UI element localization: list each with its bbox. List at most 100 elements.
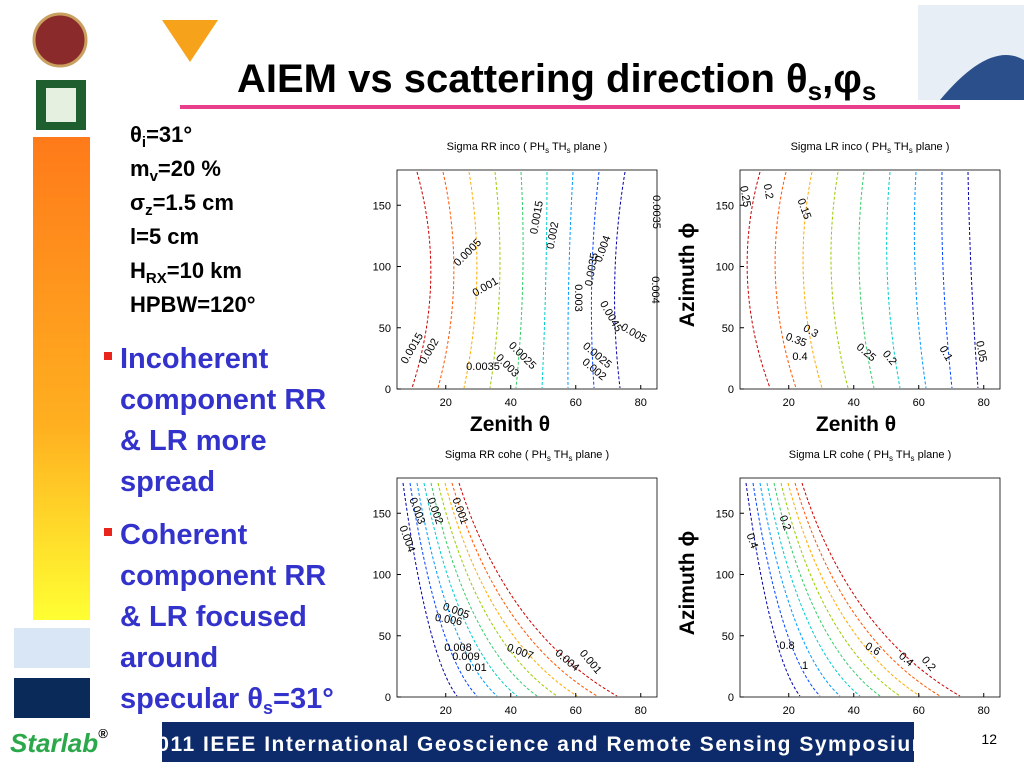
parameter: HRX=10 km xyxy=(130,258,242,287)
contour-line xyxy=(567,171,574,389)
title-sub: s xyxy=(808,76,822,106)
bullet-line: Incoherent xyxy=(120,343,269,375)
contour-label: 0.2 xyxy=(777,514,794,532)
x-tick-label: 60 xyxy=(570,705,582,717)
y-tick-label: 0 xyxy=(385,692,391,704)
contour-line xyxy=(515,171,524,389)
contour-line xyxy=(437,482,558,697)
footer-band xyxy=(162,722,914,762)
contour-line xyxy=(411,171,432,389)
contour-line xyxy=(858,171,875,389)
footer-banner: 2011 IEEE International Geoscience and R… xyxy=(144,733,932,756)
contour-line xyxy=(830,171,849,389)
parameter: mv=20 % xyxy=(130,156,221,185)
contour-line xyxy=(416,482,498,697)
logo-ifac xyxy=(14,628,90,668)
title-sub: s xyxy=(862,76,876,106)
plot-title-part: TH xyxy=(891,141,909,153)
x-tick-label: 20 xyxy=(440,397,452,409)
plot-title-part: Sigma LR cohe ( PH xyxy=(789,449,889,461)
contour-line xyxy=(402,482,458,697)
y-tick-label: 50 xyxy=(379,323,391,335)
contour-label: 0.004 xyxy=(649,276,661,304)
parameter: σz=1.5 cm xyxy=(130,190,234,219)
bullet-line: & LR more xyxy=(120,425,267,457)
contour-line xyxy=(774,171,797,389)
plot-frame xyxy=(396,477,658,698)
contour-label: 0.4 xyxy=(744,532,761,550)
bullet-line: component RR xyxy=(120,560,326,592)
y-tick-label: 100 xyxy=(716,570,734,582)
contour-label: 0.2 xyxy=(761,183,775,200)
contour-label: 0.0015 xyxy=(528,200,546,235)
plot-title-part: Sigma RR cohe ( PH xyxy=(445,449,547,461)
param-symbol: m xyxy=(130,156,150,181)
contour-line xyxy=(430,482,538,697)
contour-label: 0.003 xyxy=(572,284,584,312)
contour-line xyxy=(780,482,901,697)
logo-u-inner xyxy=(46,88,76,122)
contour-line xyxy=(444,482,578,697)
bullet-line: & LR focused xyxy=(120,601,307,633)
bullet-marker xyxy=(104,528,112,536)
bullet-line: around xyxy=(120,642,218,674)
param-symbol: H xyxy=(130,258,146,283)
x-tick-label: 20 xyxy=(783,397,795,409)
y-tick-label: 100 xyxy=(373,262,391,274)
contour-label: 0.006 xyxy=(434,612,463,629)
y-tick-label: 0 xyxy=(728,384,734,396)
plot-title-part: TH xyxy=(893,449,911,461)
y-tick-label: 50 xyxy=(379,631,391,643)
page-number: 12 xyxy=(981,731,997,747)
bullet-marker xyxy=(104,352,112,360)
y-tick-label: 100 xyxy=(373,570,391,582)
parameter: HPBW=120° xyxy=(130,292,256,317)
bullet-sub: s xyxy=(263,698,273,718)
x-tick-label: 40 xyxy=(848,397,860,409)
param-rest: =20 % xyxy=(158,156,221,181)
contour-line xyxy=(941,171,953,389)
x-tick-label: 40 xyxy=(848,705,860,717)
contour-line xyxy=(590,171,600,389)
x-tick-label: 40 xyxy=(505,705,517,717)
y-axis-label: Azimuth ϕ xyxy=(676,223,699,327)
top-right-image xyxy=(918,5,1024,100)
contour-label: 0.4 xyxy=(792,351,807,363)
contour-line xyxy=(759,482,841,697)
param-rest: =1.5 cm xyxy=(153,190,234,215)
x-axis-label: Zenith θ xyxy=(816,413,896,436)
contour-line xyxy=(967,171,979,389)
contour-line xyxy=(746,171,771,389)
contour-line xyxy=(614,171,626,389)
contour-label: 0.002 xyxy=(545,221,562,250)
contour-line xyxy=(913,171,927,389)
triangle xyxy=(162,20,218,62)
title: AIEM vs scattering direction θs,φs xyxy=(237,57,876,106)
contour-line xyxy=(752,482,821,697)
contour-line xyxy=(794,482,941,697)
title-sep: , xyxy=(822,57,833,101)
y-tick-label: 150 xyxy=(373,200,391,212)
param-sub: RX xyxy=(146,270,167,287)
y-tick-label: 150 xyxy=(716,200,734,212)
plot-title-sub: s xyxy=(909,146,913,155)
y-tick-label: 150 xyxy=(373,508,391,520)
logo-text: Starlab xyxy=(10,728,98,758)
plot-title-sub: s xyxy=(567,146,571,155)
y-tick-label: 0 xyxy=(728,692,734,704)
y-tick-label: 100 xyxy=(716,262,734,274)
bullet-line: component RR xyxy=(120,384,326,416)
logo-esa xyxy=(14,678,90,718)
contour-line xyxy=(787,482,921,697)
bullet-line: Coherent xyxy=(120,519,248,551)
contour-line xyxy=(489,171,501,389)
parameter: θi=31° xyxy=(130,122,192,151)
y-tick-label: 0 xyxy=(385,384,391,396)
bullet-line: spread xyxy=(120,466,215,498)
bullet-text: specular xyxy=(120,683,247,715)
plot-title-part: plane ) xyxy=(913,141,950,153)
plot-frame xyxy=(396,169,658,390)
contour-line xyxy=(423,482,518,697)
title-text: AIEM vs scattering direction xyxy=(237,57,786,101)
